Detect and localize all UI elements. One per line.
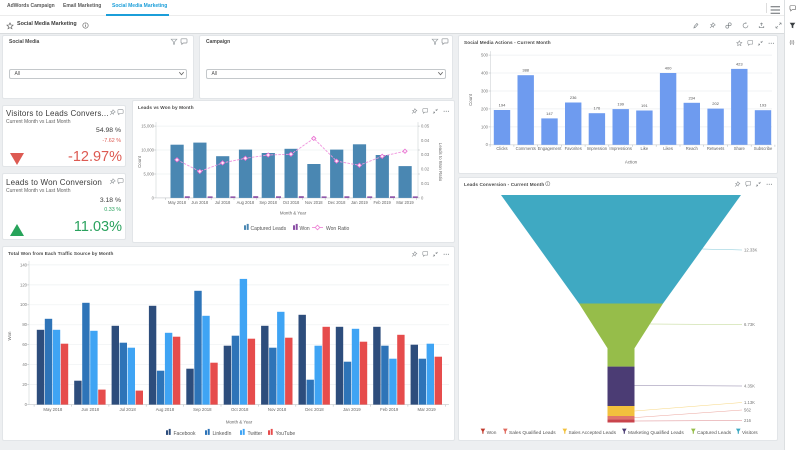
svg-text:0: 0 (486, 142, 489, 147)
svg-text:Engagement: Engagement (538, 146, 563, 151)
svg-text:Marketing Qualified Leads: Marketing Qualified Leads (628, 430, 684, 436)
svg-text:Count: Count (137, 155, 142, 167)
svg-text:LinkedIn: LinkedIn (213, 431, 232, 437)
svg-text:Action: Action (625, 160, 638, 165)
svg-text:Jun 2018: Jun 2018 (191, 200, 209, 205)
svg-text:400: 400 (665, 66, 672, 71)
svg-text:80: 80 (22, 322, 27, 327)
svg-text:60: 60 (22, 342, 27, 347)
svg-text:Feb 2019: Feb 2019 (380, 407, 399, 412)
svg-text:Sales Qualified Leads: Sales Qualified Leads (509, 430, 556, 436)
svg-text:Twitter: Twitter (248, 431, 263, 437)
svg-text:Sep 2018: Sep 2018 (193, 407, 212, 412)
svg-text:Oct 2018: Oct 2018 (231, 407, 249, 412)
svg-text:Reach: Reach (686, 146, 699, 151)
svg-text:May 2018: May 2018 (168, 200, 187, 205)
svg-text:Month & Year: Month & Year (280, 211, 307, 216)
svg-text:0.04: 0.04 (421, 138, 430, 143)
svg-text:Retweets: Retweets (707, 146, 724, 151)
svg-text:Jan 2019: Jan 2019 (351, 200, 369, 205)
svg-text:Dec 2018: Dec 2018 (328, 200, 346, 205)
svg-text:Feb 2019: Feb 2019 (374, 200, 392, 205)
svg-text:Clicks: Clicks (496, 146, 507, 151)
svg-text:15,000: 15,000 (141, 124, 154, 129)
svg-text:Won: Won (7, 331, 12, 341)
svg-text:176: 176 (594, 106, 601, 111)
svg-text:Impressions: Impressions (609, 146, 632, 151)
svg-text:191: 191 (641, 103, 648, 108)
svg-text:Subscribe: Subscribe (754, 146, 773, 151)
svg-text:0: 0 (421, 195, 424, 200)
svg-text:0: 0 (152, 195, 155, 200)
svg-text:Won Ratio: Won Ratio (326, 226, 349, 232)
svg-text:423: 423 (736, 61, 743, 66)
svg-text:Jun 2018: Jun 2018 (81, 407, 99, 412)
svg-text:200: 200 (481, 106, 489, 111)
svg-text:Nov 2018: Nov 2018 (305, 200, 323, 205)
svg-text:10,000: 10,000 (141, 147, 154, 152)
svg-text:12.33K: 12.33K (744, 247, 757, 252)
svg-text:500: 500 (481, 53, 489, 58)
svg-text:Comments: Comments (516, 146, 536, 151)
svg-text:Jul 2018: Jul 2018 (119, 407, 136, 412)
svg-text:400: 400 (481, 70, 489, 75)
svg-text:Sep 2018: Sep 2018 (259, 200, 277, 205)
svg-text:120: 120 (20, 282, 28, 287)
svg-text:(i): (i) (790, 40, 795, 46)
svg-text:Aug 2018: Aug 2018 (237, 200, 255, 205)
svg-text:0.05: 0.05 (421, 124, 430, 129)
svg-text:Dec 2018: Dec 2018 (305, 407, 324, 412)
svg-text:199: 199 (617, 102, 624, 107)
svg-text:Favorites: Favorites (565, 146, 582, 151)
svg-text:100: 100 (481, 124, 489, 129)
svg-text:Oct 2018: Oct 2018 (283, 200, 300, 205)
svg-text:May 2018: May 2018 (43, 407, 62, 412)
svg-text:Captured Leads: Captured Leads (697, 430, 732, 436)
svg-text:0.03: 0.03 (421, 152, 430, 157)
svg-text:100: 100 (20, 302, 28, 307)
svg-text:234: 234 (688, 95, 695, 100)
svg-text:Captured Leads: Captured Leads (251, 226, 287, 232)
svg-text:Facebook: Facebook (174, 431, 196, 437)
svg-text:Like: Like (641, 146, 649, 151)
svg-text:300: 300 (481, 88, 489, 93)
svg-text:0: 0 (25, 402, 28, 407)
svg-text:40: 40 (22, 362, 27, 367)
svg-text:4.35K: 4.35K (744, 383, 755, 388)
svg-text:202: 202 (712, 101, 719, 106)
svg-text:Count: Count (468, 93, 473, 105)
svg-text:Mar 2019: Mar 2019 (396, 200, 414, 205)
svg-text:Leads to Won Ratio: Leads to Won Ratio (438, 143, 443, 182)
svg-text:Jan 2019: Jan 2019 (343, 407, 361, 412)
svg-text:Impression: Impression (587, 146, 608, 151)
svg-text:1.13K: 1.13K (744, 400, 755, 405)
svg-text:193: 193 (760, 103, 767, 108)
svg-text:YouTube: YouTube (276, 431, 296, 437)
svg-text:Share: Share (734, 146, 746, 151)
svg-text:Won: Won (300, 226, 310, 232)
svg-text:147: 147 (546, 111, 553, 116)
svg-text:388: 388 (522, 68, 529, 73)
svg-text:562: 562 (744, 407, 752, 412)
svg-text:Month & Year: Month & Year (226, 420, 253, 425)
svg-text:216: 216 (744, 418, 752, 423)
svg-text:Sales Accepted Leads: Sales Accepted Leads (569, 430, 617, 436)
svg-text:Nov 2018: Nov 2018 (268, 407, 287, 412)
svg-text:6.73K: 6.73K (744, 322, 755, 327)
svg-text:Mar 2019: Mar 2019 (418, 407, 437, 412)
svg-text:0.02: 0.02 (421, 167, 430, 172)
svg-text:5,000: 5,000 (144, 171, 155, 176)
svg-text:Jul 2018: Jul 2018 (215, 200, 231, 205)
svg-text:140: 140 (20, 262, 28, 267)
svg-text:Likes: Likes (663, 146, 673, 151)
svg-text:194: 194 (499, 103, 506, 108)
svg-text:236: 236 (570, 95, 577, 100)
svg-text:Aug 2018: Aug 2018 (156, 407, 175, 412)
svg-text:20: 20 (22, 382, 27, 387)
svg-text:Won: Won (487, 430, 497, 436)
svg-text:0.01: 0.01 (421, 181, 430, 186)
svg-text:Visitors: Visitors (742, 430, 758, 436)
